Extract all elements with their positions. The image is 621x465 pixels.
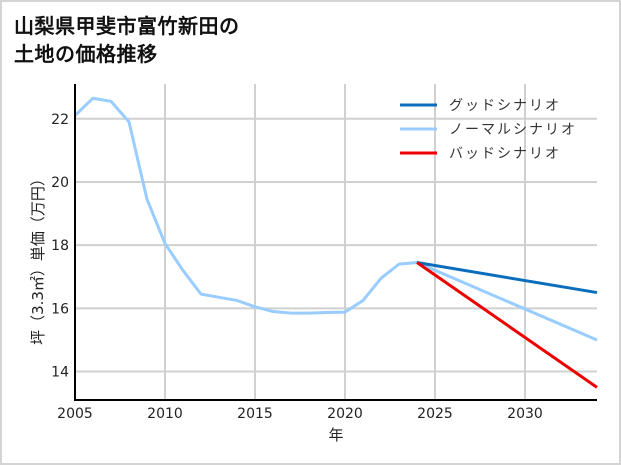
- y-axis-label: 坪（3.3㎡）単価（万円）: [29, 171, 47, 345]
- series-lines: [73, 96, 598, 389]
- x-tick-label: 2030: [507, 406, 543, 422]
- series-line: [416, 261, 598, 389]
- legend-label: バッドシナリオ: [449, 146, 561, 162]
- y-tick-label: 18: [51, 238, 69, 254]
- y-tick-label: 14: [51, 365, 69, 381]
- y-tick-label: 20: [51, 175, 69, 191]
- chart-title-line2: 土地の価格推移: [14, 42, 158, 66]
- x-tick-label: 2020: [327, 406, 363, 422]
- chart-title: 山梨県甲斐市富竹新田の 土地の価格推移: [14, 12, 240, 68]
- x-tick-label: 2025: [417, 406, 453, 422]
- legend-item: グッドシナリオ: [400, 98, 561, 114]
- series-line: [416, 261, 598, 295]
- x-tick-labels: 2005 2010 2015 2020 2025 2030: [57, 406, 543, 422]
- y-tick-label: 16: [51, 301, 69, 317]
- x-tick-label: 2015: [237, 406, 273, 422]
- legend-label: ノーマルシナリオ: [449, 122, 577, 138]
- y-tick-labels: 14 16 18 20 22: [51, 112, 69, 381]
- x-tick-label: 2005: [57, 406, 93, 422]
- legend-label: グッドシナリオ: [449, 98, 561, 114]
- grid-lines: [75, 84, 597, 400]
- y-tick-label: 22: [51, 112, 69, 128]
- x-axis-label: 年: [328, 426, 343, 444]
- x-tick-label: 2010: [147, 406, 183, 422]
- legend-item: ノーマルシナリオ: [400, 122, 577, 138]
- legend-item: バッドシナリオ: [400, 146, 561, 162]
- chart-title-line1: 山梨県甲斐市富竹新田の: [14, 14, 240, 38]
- axes: [74, 84, 597, 401]
- series-line: [73, 96, 598, 342]
